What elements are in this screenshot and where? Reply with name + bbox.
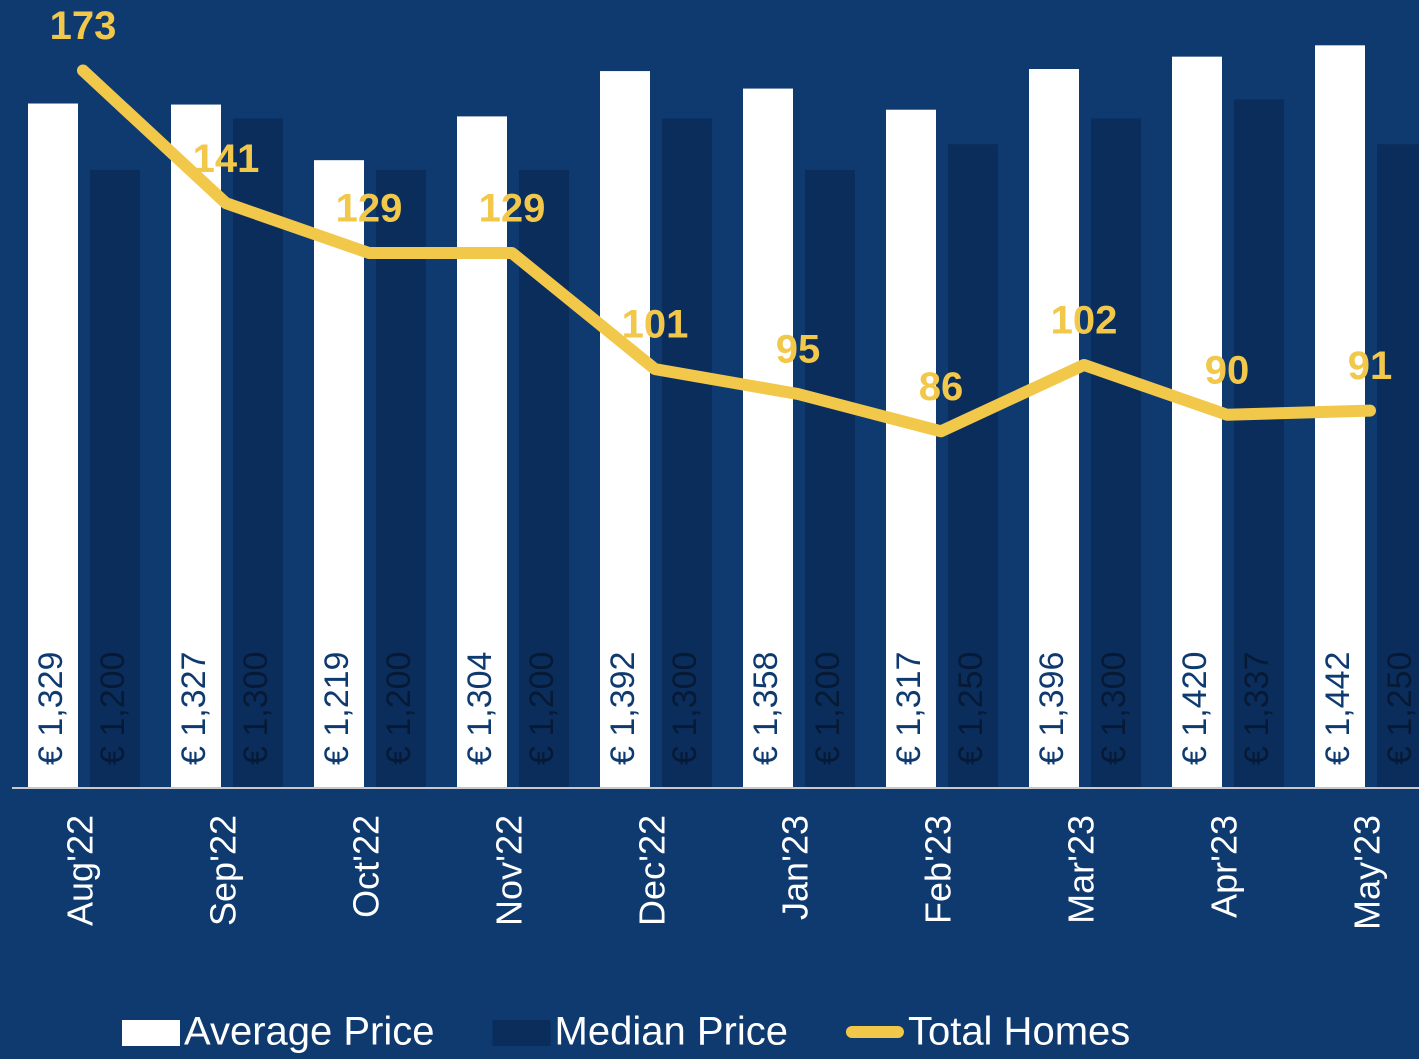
legend-label: Average Price (184, 1010, 435, 1054)
bar (28, 103, 78, 789)
bar-value-label: € 1,442 (1319, 652, 1357, 765)
bar-value-label: € 1,250 (1381, 652, 1419, 765)
bar-value-label: € 1,250 (952, 652, 990, 765)
bar (1234, 99, 1284, 788)
bar (90, 169, 140, 788)
bar-value-label: € 1,200 (94, 652, 132, 765)
bar (1172, 56, 1222, 789)
line-value-label: 86 (919, 365, 964, 409)
x-tick-label: Sep'22 (203, 815, 244, 926)
bar (886, 109, 936, 788)
bar-value-label: € 1,420 (1176, 652, 1214, 765)
bar (171, 104, 221, 788)
x-tick-label: Aug'22 (60, 815, 101, 926)
bar (314, 160, 364, 788)
x-tick-label: Apr'23 (1204, 815, 1245, 918)
legend-label: Median Price (555, 1010, 788, 1054)
bar-value-label: € 1,219 (318, 652, 356, 765)
bar-value-label: € 1,358 (747, 652, 785, 765)
legend-swatch (122, 1020, 180, 1046)
bar (457, 116, 507, 788)
bar-value-label: € 1,392 (604, 652, 642, 765)
line-value-label: 90 (1205, 348, 1250, 392)
bar-value-label: € 1,327 (175, 652, 213, 765)
x-tick-label: Jan'23 (775, 815, 816, 920)
bar (600, 71, 650, 788)
bar (1377, 144, 1419, 788)
bar (376, 169, 426, 788)
bar (233, 118, 283, 788)
line-value-label: 91 (1348, 344, 1393, 388)
bar-value-label: € 1,300 (666, 652, 704, 765)
bar (805, 169, 855, 788)
x-tick-label: Feb'23 (918, 815, 959, 924)
bar-value-label: € 1,200 (523, 652, 561, 765)
bar (1029, 69, 1079, 788)
legend-label: Total Homes (908, 1010, 1130, 1054)
line-value-label: 95 (776, 328, 821, 372)
legend-swatch (845, 1026, 904, 1038)
bar (948, 144, 998, 788)
x-tick-label: Dec'22 (632, 815, 673, 926)
x-tick-label: Mar'23 (1061, 815, 1102, 924)
bar-value-label: € 1,200 (380, 652, 418, 765)
line-value-label: 173 (50, 4, 117, 48)
line-value-label: 129 (479, 187, 546, 231)
bar-value-label: € 1,337 (1238, 652, 1276, 765)
bar-value-label: € 1,300 (1095, 652, 1133, 765)
bar-value-label: € 1,317 (890, 652, 928, 765)
x-tick-label: May'23 (1347, 815, 1388, 930)
bar (662, 118, 712, 788)
bar-value-label: € 1,329 (32, 652, 70, 765)
legend-swatch (492, 1020, 551, 1046)
bar (1091, 118, 1141, 788)
line-value-label: 102 (1051, 299, 1118, 343)
line-value-label: 101 (622, 303, 689, 347)
bar-value-label: € 1,396 (1033, 652, 1071, 765)
bar-value-label: € 1,300 (237, 652, 275, 765)
line (77, 64, 1376, 438)
line-value-label: 129 (336, 187, 403, 231)
bar-value-label: € 1,304 (461, 652, 499, 765)
x-tick-label: Nov'22 (489, 815, 530, 926)
line-value-label: 141 (193, 137, 260, 181)
x-tick-label: Oct'22 (346, 815, 387, 918)
bar (743, 88, 793, 788)
bar-value-label: € 1,200 (809, 652, 847, 765)
